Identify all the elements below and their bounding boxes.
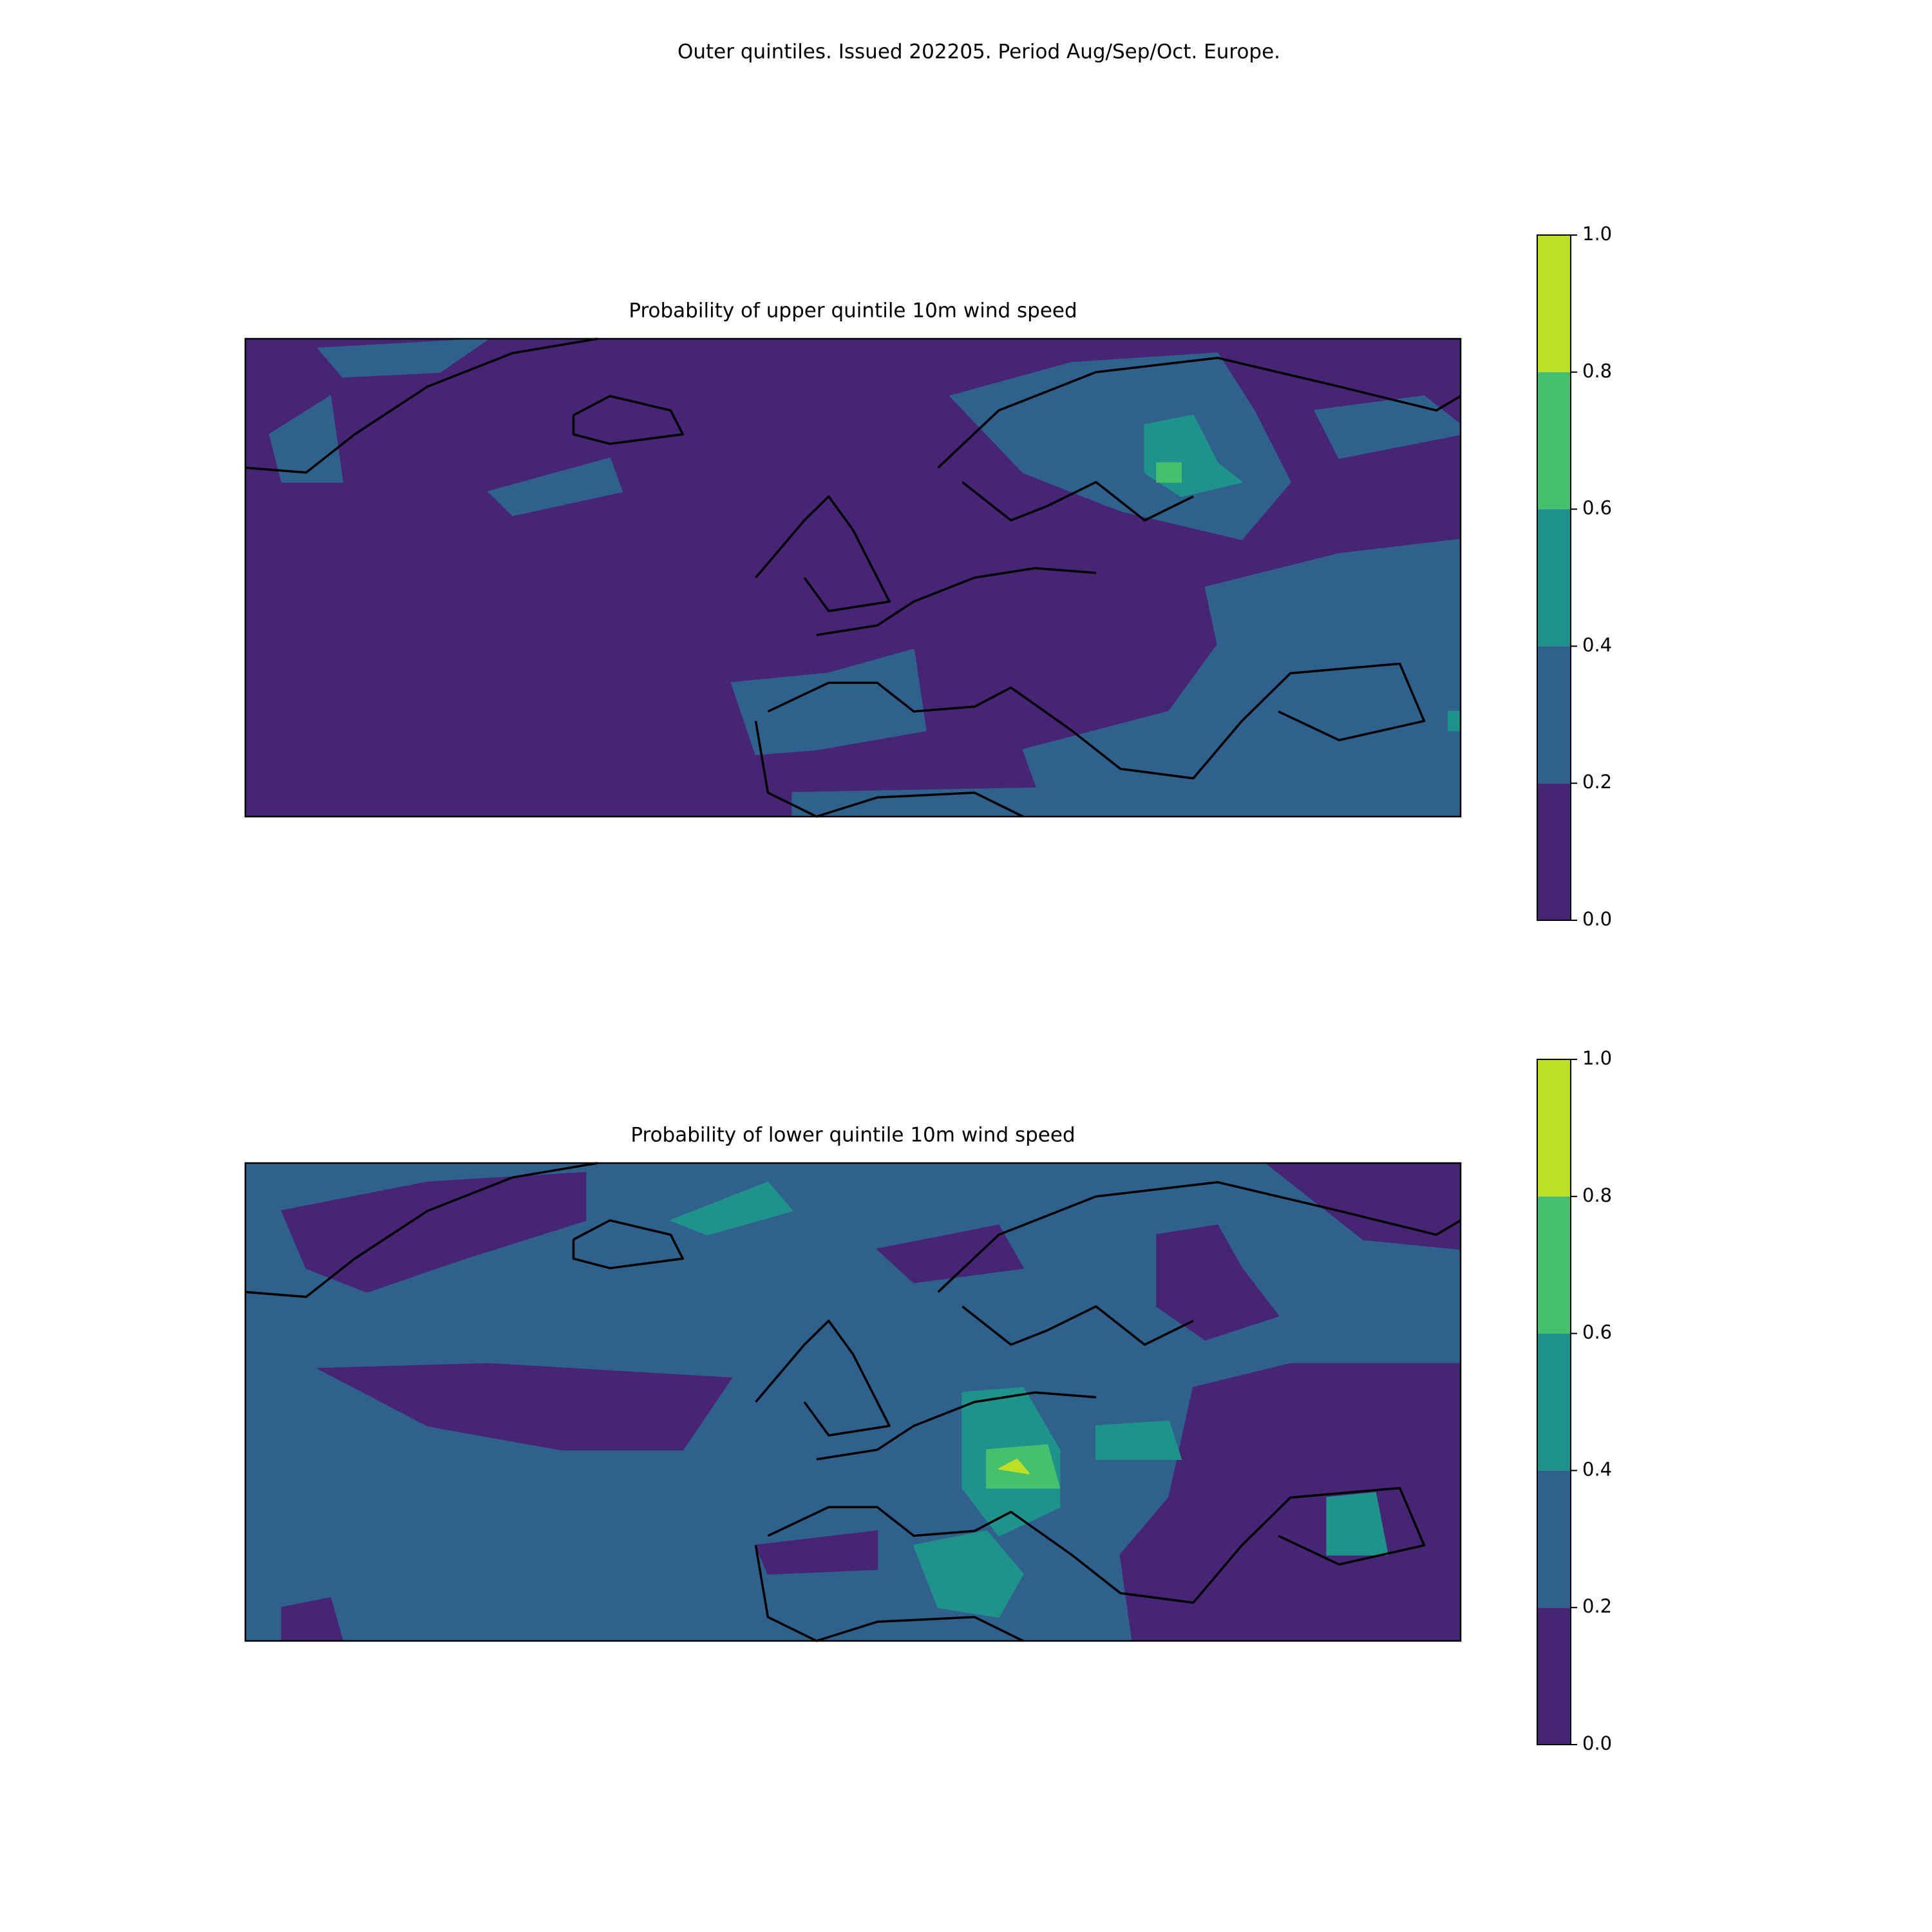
contour-region xyxy=(317,1363,732,1451)
contour-region xyxy=(269,395,343,483)
coastline xyxy=(961,480,1194,522)
map xyxy=(245,337,1461,818)
contour-region xyxy=(876,1224,1024,1283)
map-frame xyxy=(244,337,1462,818)
coastline xyxy=(937,1180,1461,1293)
coastline xyxy=(961,1305,1194,1346)
contour-region xyxy=(281,1171,587,1293)
coastline xyxy=(754,1545,817,1642)
map-frame xyxy=(244,1162,1462,1642)
colorbar-segment xyxy=(1537,1607,1571,1745)
colorbar-tick-label: 0.8 xyxy=(1582,1184,1612,1206)
colorbar-segment xyxy=(1537,1059,1571,1197)
coastline xyxy=(754,721,817,818)
contour-region xyxy=(1326,1492,1388,1556)
map-title: Probability of lower quintile 10m wind s… xyxy=(630,1124,1075,1147)
coastline xyxy=(816,567,1097,636)
colorbar-segment xyxy=(1537,235,1571,372)
colorbar-segment xyxy=(1537,1470,1571,1608)
colorbar-tick-label: 0.2 xyxy=(1582,1595,1612,1617)
colorbar-tick-label: 0.8 xyxy=(1582,360,1612,382)
colorbar-tick-label: 0.4 xyxy=(1582,1458,1612,1480)
colorbar-tick-label: 1.0 xyxy=(1582,223,1612,245)
contour-region xyxy=(1156,1224,1279,1341)
contour-region xyxy=(670,1181,793,1236)
colorbar-tick-label: 0.6 xyxy=(1582,1321,1612,1343)
colorbar-tick-label: 0.6 xyxy=(1582,497,1612,519)
contour-region xyxy=(317,338,489,378)
contour-region xyxy=(488,457,623,516)
colorbar-segment xyxy=(1537,783,1571,920)
colorbar-segment xyxy=(1537,1333,1571,1471)
coastline xyxy=(767,1486,1426,1604)
contour-region xyxy=(1095,1420,1182,1460)
colorbar-tick-label: 1.0 xyxy=(1582,1047,1612,1069)
coastline xyxy=(572,395,685,445)
colorbar-tick-label: 0.2 xyxy=(1582,771,1612,793)
coastline xyxy=(755,495,891,612)
map-title: Probability of upper quintile 10m wind s… xyxy=(629,299,1077,323)
coastline xyxy=(816,1616,1024,1642)
colorbar-segment xyxy=(1537,646,1571,784)
coastline xyxy=(245,337,598,474)
colorbar-segment xyxy=(1537,509,1571,647)
colorbar-tick-label: 0.4 xyxy=(1582,634,1612,656)
colorbar-tick-label: 0.0 xyxy=(1582,1732,1612,1754)
figure-title: Outer quintiles. Issued 202205. Period A… xyxy=(677,41,1280,64)
contour-region xyxy=(755,1530,878,1575)
coastline xyxy=(767,662,1426,780)
coastline xyxy=(816,1391,1097,1461)
contour-region xyxy=(998,1459,1030,1475)
coastline xyxy=(937,356,1461,469)
colorbar-frame xyxy=(1537,234,1571,921)
colorbar-segment xyxy=(1537,1196,1571,1334)
colorbar-tick-label: 0.0 xyxy=(1582,908,1612,930)
contour-region xyxy=(913,1530,1024,1618)
contour-region xyxy=(1156,462,1182,483)
contour-region xyxy=(1448,710,1461,732)
coastline xyxy=(816,791,1024,818)
colorbar-segment xyxy=(1537,372,1571,509)
contour-region xyxy=(730,649,927,755)
coastline xyxy=(572,1219,685,1269)
contour-region xyxy=(949,352,1291,540)
colorbar-frame xyxy=(1537,1059,1571,1745)
coastline xyxy=(755,1320,891,1437)
coastline xyxy=(245,1162,598,1298)
map xyxy=(245,1162,1461,1642)
